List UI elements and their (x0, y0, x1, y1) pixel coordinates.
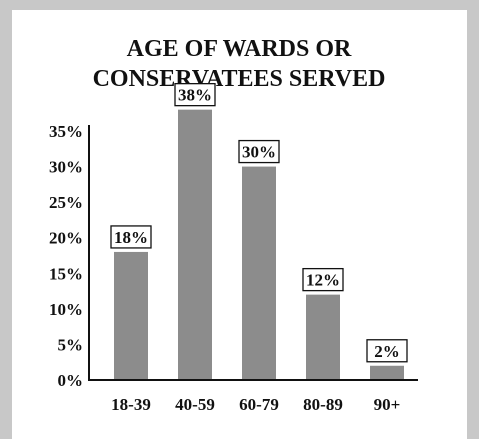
y-tick-label: 35% (49, 122, 83, 141)
bar-chart: AGE OF WARDS OR CONSERVATEES SERVED 0% 5%… (49, 36, 418, 414)
bar (370, 365, 404, 380)
y-axis-ticks: 0% 5% 10% 15% 20% 25% 30% 35% (49, 122, 83, 390)
y-tick-label: 30% (49, 158, 83, 177)
data-label: 30% (242, 143, 276, 162)
chart-title-line-1: AGE OF WARDS OR (127, 36, 352, 62)
x-tick-label: 80-89 (303, 395, 343, 414)
chart-title: AGE OF WARDS OR CONSERVATEES SERVED (93, 36, 386, 92)
y-tick-label: 15% (49, 264, 83, 283)
y-tick-label: 25% (49, 193, 83, 212)
data-label: 38% (178, 86, 212, 105)
x-axis-labels: 18-39 40-59 60-79 80-89 90+ (111, 395, 400, 414)
data-labels: 18% 38% 30% 12% 2% (110, 83, 408, 363)
data-label: 2% (374, 342, 400, 361)
axes (88, 125, 418, 381)
x-tick-label: 40-59 (175, 395, 215, 414)
data-label-box (238, 139, 280, 164)
y-tick-label: 0% (58, 371, 84, 390)
bar (114, 251, 148, 380)
chart-title-line-2: CONSERVATEES SERVED (93, 66, 386, 92)
x-tick-label: 90+ (374, 395, 401, 414)
chart-panel: AGE OF WARDS OR CONSERVATEES SERVED 0% 5%… (12, 10, 467, 439)
bar (242, 166, 276, 380)
data-label-box (174, 83, 216, 107)
y-tick-label: 10% (49, 300, 83, 319)
data-label-box (366, 339, 408, 363)
data-label-box (302, 267, 344, 292)
x-tick-label: 60-79 (239, 395, 279, 414)
data-label: 18% (114, 228, 148, 247)
data-label: 12% (306, 271, 340, 290)
bars (114, 109, 404, 381)
y-tick-label: 5% (58, 335, 84, 354)
x-tick-label: 18-39 (111, 395, 151, 414)
data-label-box (110, 225, 152, 249)
bar (178, 109, 212, 381)
bar (306, 294, 340, 380)
y-tick-label: 20% (49, 229, 83, 248)
